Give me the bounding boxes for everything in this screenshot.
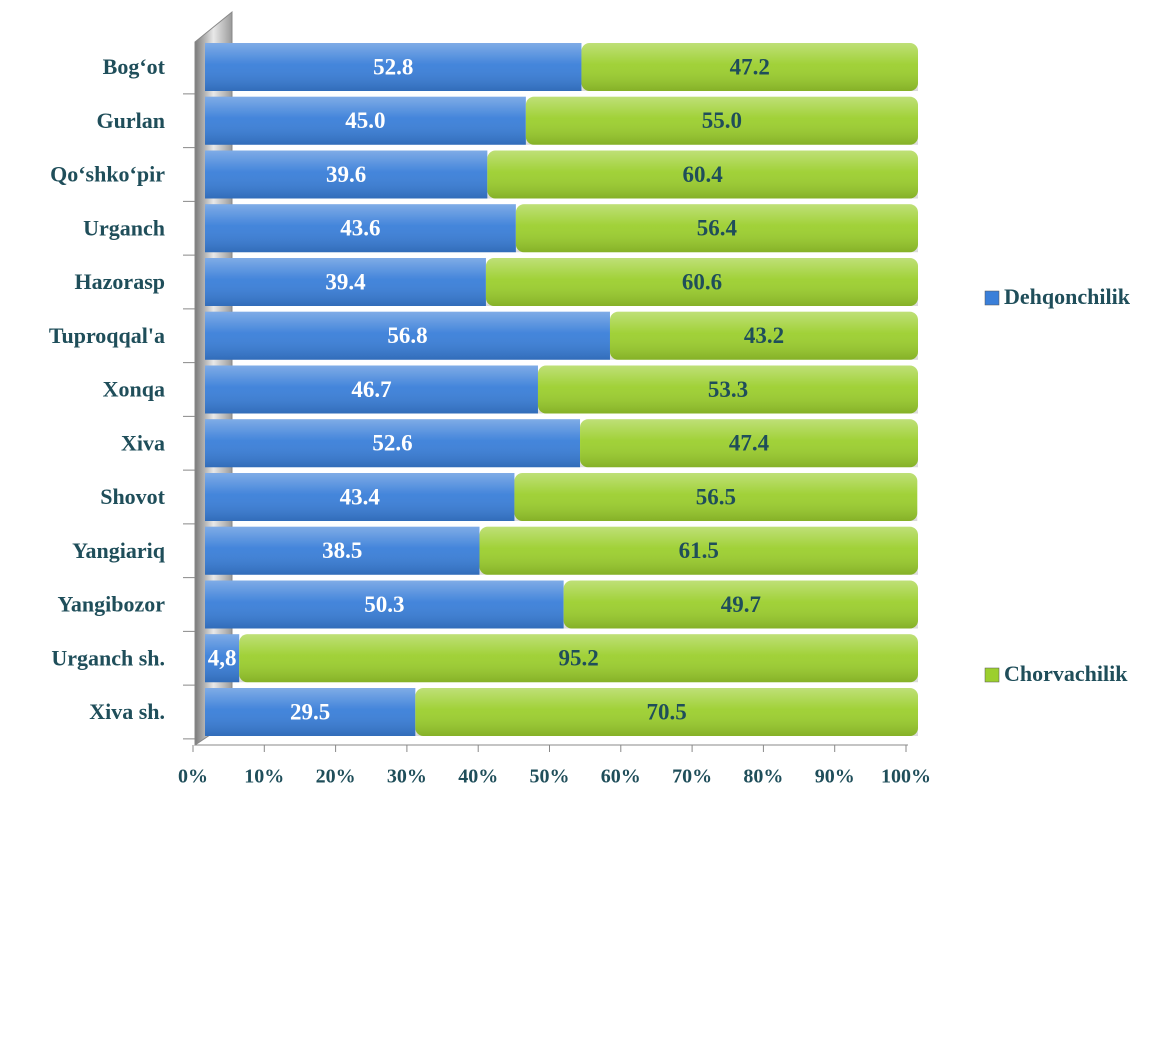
x-tick-label: 30% — [387, 766, 427, 788]
legend-label: Chorvachilik — [1004, 661, 1128, 686]
value-label: 29.5 — [290, 699, 330, 724]
value-label: 56.4 — [697, 216, 738, 241]
value-label: 50.3 — [364, 592, 404, 617]
value-label: 39.4 — [325, 269, 366, 294]
x-tick-label: 50% — [530, 766, 570, 788]
category-label: Xonqa — [103, 377, 165, 402]
x-tick-label: 100% — [881, 766, 931, 788]
value-label: 56.8 — [387, 323, 427, 348]
category-label: Xiva — [121, 430, 165, 455]
value-label: 52.8 — [373, 54, 413, 79]
category-label: Xiva sh. — [89, 699, 165, 724]
value-label: 61.5 — [679, 538, 719, 563]
value-label: 55.0 — [702, 108, 742, 133]
value-label: 56.5 — [696, 484, 736, 509]
category-label: Gurlan — [97, 108, 165, 133]
x-tick-label: 80% — [743, 766, 783, 788]
value-label: 4,8 — [208, 646, 237, 671]
category-label: Yangibozor — [57, 592, 165, 617]
x-tick-label: 70% — [672, 766, 712, 788]
value-label: 70.5 — [647, 699, 687, 724]
value-label: 47.4 — [729, 431, 770, 456]
x-tick-label: 10% — [244, 766, 284, 788]
value-label: 47.2 — [730, 54, 770, 79]
category-label: Urganch sh. — [51, 645, 165, 670]
category-label: Tuproqqal'a — [49, 323, 165, 348]
x-tick-label: 0% — [178, 766, 208, 788]
category-label: Qo‘shko‘pir — [50, 162, 165, 187]
value-label: 43.4 — [340, 484, 381, 509]
value-label: 53.3 — [708, 377, 748, 402]
category-label: Urganch — [83, 215, 165, 240]
value-label: 43.6 — [340, 216, 380, 241]
value-label: 60.6 — [682, 269, 722, 294]
value-label: 39.6 — [326, 162, 366, 187]
value-label: 95.2 — [558, 646, 598, 671]
x-tick-label: 20% — [316, 766, 356, 788]
category-label: Shovot — [100, 484, 165, 509]
category-label: Hazorasp — [75, 269, 165, 294]
category-label: Bog‘ot — [103, 54, 166, 79]
value-label: 45.0 — [345, 108, 385, 133]
value-label: 52.6 — [372, 431, 412, 456]
value-label: 49.7 — [721, 592, 761, 617]
value-label: 46.7 — [351, 377, 391, 402]
x-tick-label: 90% — [815, 766, 855, 788]
x-tick-label: 40% — [458, 766, 498, 788]
value-label: 43.2 — [744, 323, 784, 348]
legend-swatch — [984, 667, 1000, 683]
value-label: 60.4 — [683, 162, 724, 187]
legend-swatch — [984, 290, 1000, 306]
x-tick-label: 60% — [601, 766, 641, 788]
legend-label: Dehqonchilik — [1004, 284, 1131, 309]
value-label: 38.5 — [322, 538, 362, 563]
category-label: Yangiariq — [72, 538, 166, 563]
